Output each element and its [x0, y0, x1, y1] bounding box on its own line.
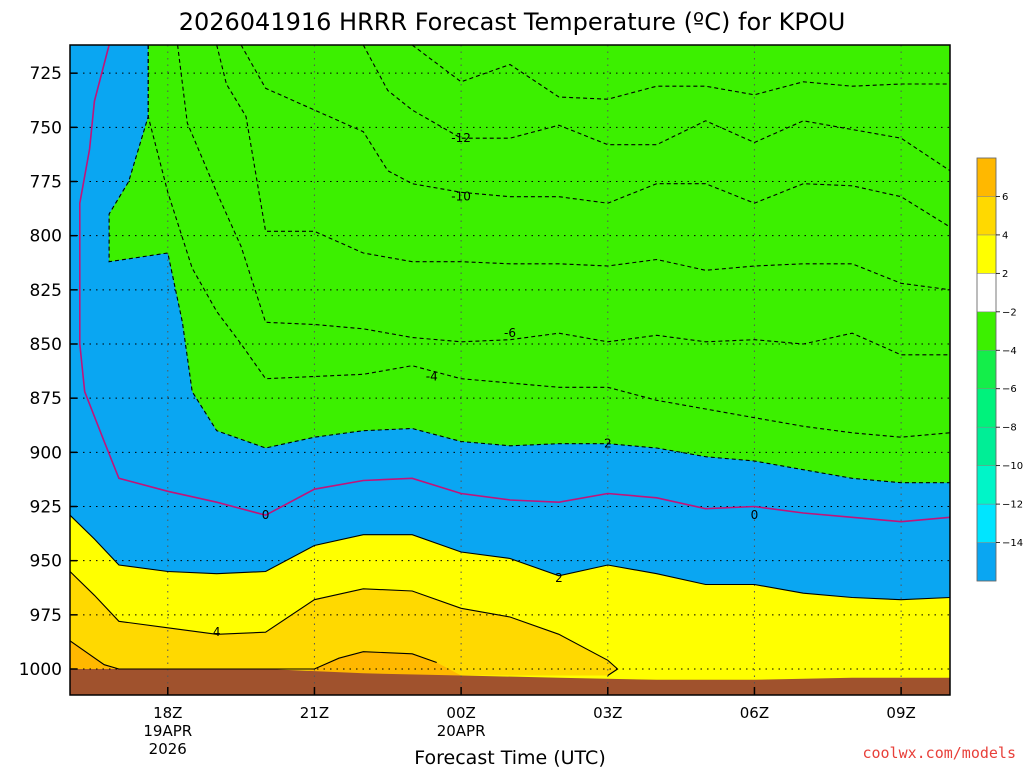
credit-text: coolwx.com/models	[862, 744, 1016, 762]
contour-line-minus2	[108, 45, 950, 484]
y-tick-label-800: 800	[30, 227, 62, 247]
colorbar-label-minus4: −4	[1002, 346, 1017, 357]
y-tick-label-825: 825	[30, 281, 62, 301]
colorbar-swatch-minus14	[976, 503, 997, 543]
contour-lines	[70, 45, 950, 676]
colorbar-swatch-minus12	[976, 465, 997, 505]
contour-label-minus6: -6	[504, 326, 516, 340]
colorbar-label-6: 6	[1002, 192, 1008, 203]
ground-fill	[70, 669, 950, 695]
colorbar-label-minus6: −6	[1002, 384, 1017, 395]
x-tick-label-09Z: 09Z	[886, 704, 915, 722]
x-tick-label-18Z: 18Z	[153, 704, 182, 722]
colorbar-label-4: 4	[1002, 230, 1008, 241]
ground-polygon	[70, 669, 950, 695]
y-tick-label-850: 850	[30, 335, 62, 355]
y-tick-label-925: 925	[30, 498, 62, 518]
colorbar-frame	[976, 157, 997, 582]
colorbar-swatch-minus8	[976, 388, 997, 428]
fill-region-6	[70, 640, 462, 676]
y-tick-label-875: 875	[30, 389, 62, 409]
contour-line-4	[70, 571, 619, 676]
contour-line-minus8	[216, 45, 950, 291]
freezing-line	[79, 45, 950, 523]
colorbar-label-minus8: −8	[1002, 423, 1017, 434]
colorbar: −14 −12 −10 −8 −6 −4 −2 2 4 6	[976, 157, 1023, 582]
contour-labels: -12 -10 -6 -4 2 2 4 0 0	[213, 131, 759, 639]
contour-label-2: 2	[555, 571, 563, 585]
freezing-line-label-0: 0	[262, 508, 270, 522]
colorbar-swatch-minus6	[976, 350, 997, 389]
y-tick-label-750: 750	[30, 118, 62, 138]
x-axis-label: Forecast Time (UTC)	[414, 747, 605, 768]
colorbar-label-minus2: −2	[1002, 307, 1017, 318]
contour-line-2	[70, 514, 950, 601]
x-tick-year-18Z: 2026	[149, 740, 187, 758]
contour-line-minus10	[240, 45, 950, 228]
contour-label-minus4: -4	[426, 370, 438, 384]
contour-label-4: 4	[213, 625, 221, 639]
contour-line-minus14	[411, 45, 950, 100]
colorbar-label-minus12: −12	[1002, 500, 1023, 511]
colorbar-swatch-minus4	[976, 311, 997, 351]
colorbar-label-minus14: −14	[1002, 538, 1023, 549]
contour-line-minus12	[362, 45, 950, 172]
y-tick-label-900: 900	[30, 443, 62, 463]
x-tick-label-21Z: 21Z	[300, 704, 329, 722]
colorbar-swatch-minus10	[976, 426, 997, 466]
x-tick-label-06Z: 06Z	[740, 704, 769, 722]
contour-label-minus2: 2	[604, 437, 612, 451]
colorbar-swatch-4	[976, 196, 997, 236]
colorbar-swatch-6	[976, 157, 997, 197]
temperature-fills	[70, 45, 950, 695]
y-tick-label-1000: 1000	[19, 660, 62, 680]
contour-line-6	[70, 640, 437, 670]
contour-label-minus10: -10	[451, 190, 471, 204]
colorbar-swatch-minus16	[976, 542, 997, 582]
x-tick-label-00Z: 00Z	[446, 704, 475, 722]
x-tick-date-00Z: 20APR	[437, 722, 486, 740]
contour-label-minus12: -12	[451, 131, 471, 145]
x-tick-date-18Z: 19APR	[143, 722, 192, 740]
colorbar-swatch-2	[976, 234, 997, 274]
plot-frame	[69, 44, 951, 696]
contour-line-minus4	[147, 45, 950, 438]
contour-line-minus6	[177, 45, 950, 356]
freezing-line-label-1: 0	[751, 508, 759, 522]
fill-region-4	[70, 571, 618, 676]
colorbar-label-minus10: −10	[1002, 461, 1023, 472]
y-tick-label-725: 725	[30, 64, 62, 84]
chart-title: 2026041916 HRRR Forecast Temperature (ºC…	[179, 8, 846, 36]
y-axis: 725 750 775 800 825 850 875 900 925 950 975 1000	[19, 64, 77, 680]
y-tick-label-975: 975	[30, 606, 62, 626]
colorbar-label-2: 2	[1002, 269, 1008, 280]
grid-lines	[70, 45, 950, 695]
y-tick-label-950: 950	[30, 552, 62, 572]
x-tick-label-03Z: 03Z	[593, 704, 622, 722]
colorbar-swatch-minus2	[976, 273, 997, 313]
y-tick-label-775: 775	[30, 173, 62, 193]
